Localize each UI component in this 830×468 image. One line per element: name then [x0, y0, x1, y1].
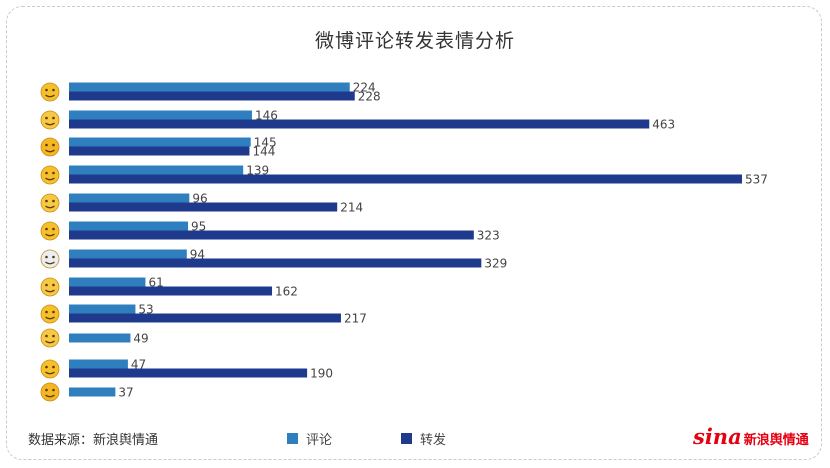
- bar-repost: [69, 286, 273, 296]
- data-label-comment: 61: [148, 276, 163, 290]
- bar-repost: [69, 174, 742, 184]
- emoji-icon: [40, 328, 60, 348]
- data-label-comment: 224: [353, 81, 376, 95]
- data-label-repost: 214: [340, 201, 363, 215]
- bar-comment: [69, 193, 190, 203]
- emoji-icon: [40, 277, 60, 297]
- legend-item-comment[interactable]: 评论: [287, 429, 332, 448]
- bar-comment: [69, 137, 251, 147]
- data-label-comment: 145: [254, 136, 277, 150]
- bar-comment: [69, 221, 189, 231]
- bar-comment: [69, 277, 146, 287]
- bar-repost: [69, 146, 250, 156]
- data-label-repost: 228: [358, 90, 381, 104]
- bar-repost: [69, 91, 355, 101]
- bar-repost: [69, 230, 474, 240]
- legend-label-comment: 评论: [306, 433, 333, 448]
- sina-logo: sina 新浪舆情通: [693, 424, 809, 449]
- data-label-repost: 190: [310, 367, 333, 381]
- data-label-repost: 162: [275, 285, 298, 299]
- data-label-comment: 96: [192, 192, 207, 206]
- data-label-comment: 95: [191, 220, 206, 234]
- sina-logo-text: sina: [693, 424, 742, 449]
- emoji-icon: [40, 304, 60, 324]
- emoji-icon: [40, 359, 60, 379]
- data-label-repost: 144: [252, 145, 275, 159]
- data-label-comment: 49: [133, 332, 148, 346]
- emoji-icon: [40, 165, 60, 185]
- bar-comment: [69, 333, 131, 343]
- bar-comment: [69, 387, 116, 397]
- emoji-icon: [40, 382, 60, 402]
- data-label-comment: 94: [190, 248, 205, 262]
- bar-repost: [69, 368, 308, 378]
- legend-swatch-repost: [401, 433, 412, 444]
- data-label-repost: 329: [484, 257, 507, 271]
- data-source: 数据来源：新浪舆情通: [28, 433, 159, 448]
- data-label-repost: 537: [745, 173, 768, 187]
- data-label-comment: 37: [118, 386, 133, 400]
- emoji-icon: [40, 221, 60, 241]
- legend-item-repost[interactable]: 转发: [401, 429, 446, 448]
- bar-comment: [69, 110, 252, 120]
- data-label-repost: 463: [652, 118, 675, 132]
- bar-comment: [69, 304, 136, 314]
- data-label-comment: 53: [138, 303, 153, 317]
- data-label-comment: 47: [131, 358, 146, 372]
- legend-swatch-comment: [287, 433, 298, 444]
- emoji-icon: [40, 137, 60, 157]
- emoji-icon: [40, 110, 60, 130]
- bar-repost: [69, 119, 650, 129]
- bar-comment: [69, 82, 350, 92]
- bar-repost: [69, 258, 482, 268]
- data-label-comment: 146: [255, 109, 278, 123]
- emoji-icon: [40, 193, 60, 213]
- bar-comment: [69, 165, 244, 175]
- emoji-icon: [40, 82, 60, 102]
- data-label-repost: 323: [477, 229, 500, 243]
- bar-comment: [69, 359, 128, 369]
- data-label-repost: 217: [344, 312, 367, 326]
- data-label-comment: 139: [246, 164, 269, 178]
- bar-repost: [69, 313, 341, 323]
- emoji-icon: [40, 249, 60, 269]
- chart-title: 微博评论转发表情分析: [314, 30, 515, 52]
- bar-comment: [69, 249, 187, 259]
- bar-repost: [69, 202, 338, 212]
- sina-logo-cn: 新浪舆情通: [743, 433, 809, 448]
- legend-label-repost: 转发: [420, 433, 447, 448]
